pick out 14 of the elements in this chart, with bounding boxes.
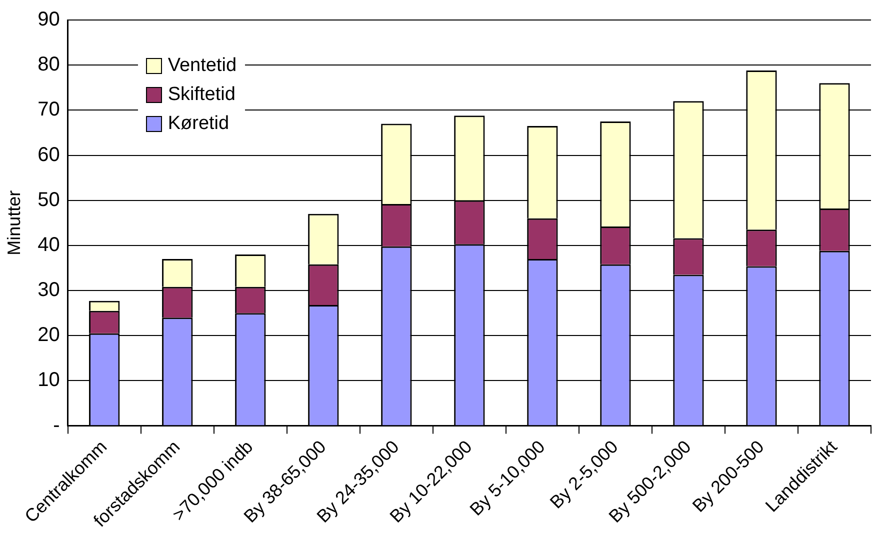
y-tick-label: 10 (38, 369, 60, 392)
y-tick-label: 50 (38, 188, 60, 211)
y-tick-label: 60 (38, 144, 60, 166)
y-tick-label: 70 (38, 98, 60, 121)
y-tick-label: - (53, 414, 60, 436)
y-tick-label: 90 (38, 8, 60, 31)
y-tick-label: 40 (38, 234, 60, 256)
legend-label: Skiftetid (168, 84, 236, 106)
legend-label: Ventetid (168, 55, 237, 77)
y-axis-title: Minutter (4, 190, 24, 256)
y-tick-label: 20 (38, 324, 60, 346)
y-tick-label: 30 (38, 279, 60, 302)
y-tick-label: 80 (38, 54, 60, 76)
legend-label: Køretid (168, 113, 230, 135)
